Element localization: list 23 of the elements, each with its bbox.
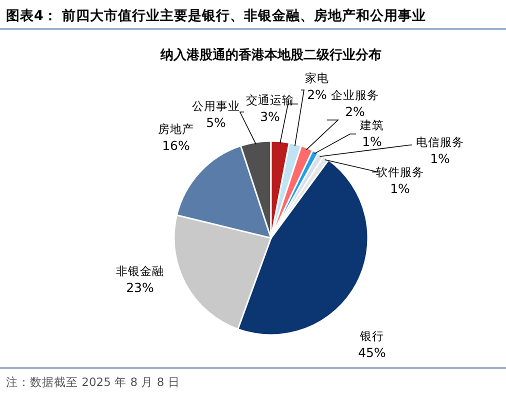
data-label: 5% <box>206 115 226 130</box>
data-label: 16% <box>162 138 190 153</box>
slice-label: 建筑 <box>359 118 384 132</box>
data-label: 3% <box>260 109 280 124</box>
slice-label: 非银金融 <box>116 264 164 278</box>
data-label: 1% <box>430 151 450 166</box>
slice-label: 房地产 <box>158 122 194 136</box>
data-label: 1% <box>362 134 382 149</box>
slice-label: 交通运输 <box>246 93 294 107</box>
slice-label: 公用事业 <box>192 99 240 113</box>
slice-label: 企业服务 <box>331 88 379 102</box>
data-label: 2% <box>345 104 366 119</box>
slice-label: 电信服务 <box>416 135 464 149</box>
slice-label: 银行 <box>359 329 384 343</box>
slice-label: 软件服务 <box>376 165 424 179</box>
text: 注：数据截至 2025 年 8 月 8 日 <box>6 375 180 389</box>
data-label: 2% <box>307 87 328 102</box>
data-label: 45% <box>358 345 386 360</box>
slice-label: 家电 <box>305 71 329 85</box>
data-label: 1% <box>390 181 410 196</box>
chart-subtitle: 纳入港股通的香港本地股二级行业分布 <box>160 47 382 63</box>
data-label: 23% <box>126 280 154 295</box>
chart-title: 图表4： 前四大市值行业主要是银行、非银金融、房地产和公用事业 <box>6 7 426 24</box>
